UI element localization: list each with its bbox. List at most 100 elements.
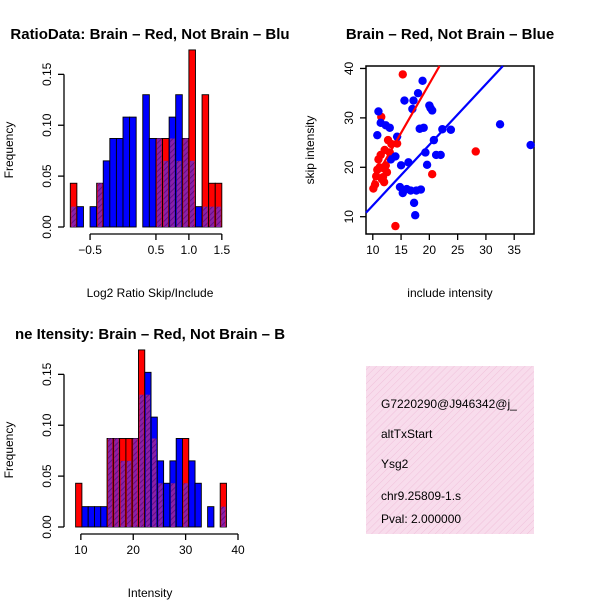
intensity-histogram-ylabel: Frequency [2,422,16,479]
not-brain-point-17 [409,198,419,208]
not-brain-point-19 [411,211,420,220]
brain-point-12 [382,168,392,177]
info-box-background [366,366,534,534]
intensity-bar-2 [87,506,95,528]
intensity-overlap-bar-17 [183,483,188,527]
intensity-x-tick-label-1: 20 [127,543,141,557]
intensity-bar-19 [194,482,202,528]
not-brain-point-0 [373,130,382,140]
intensity-histogram-xlabel: Intensity [128,586,173,600]
ratio-x-tick-label-3: 1.5 [213,243,230,257]
intensity-bar-0 [75,482,83,528]
info-box-line-3: Ysg2 [381,457,409,471]
brain-point-1 [370,180,380,189]
ratio-bar-8 [122,116,131,228]
intensity-overlap-bar-7 [120,460,125,527]
scatter-y-tick-label-3: 40 [342,61,356,75]
intensity-scatter-xlabel: include intensity [407,286,492,300]
ratio-histogram-ylabel: Frequency [2,122,16,179]
intensity-overlap-bar-9 [133,438,138,527]
intensity-bar-21 [207,506,215,528]
ratio-x-tick-label-0: −0.5 [78,243,102,257]
info-box-pval: Pval: 2.000000 [381,512,461,526]
ratio-y-tick-label-2: 0.10 [40,113,54,137]
ratio-overlap-bar-13 [156,138,162,227]
not-brain-point-6 [391,152,400,161]
intensity-overlap-bar-13 [158,483,163,527]
ratio-overlap-bar-18 [189,160,195,227]
ratio-bar-11 [142,94,150,228]
ratio-bar-9 [129,116,137,228]
scatter-x-tick-label-0: 10 [366,243,380,257]
not-brain-point-20 [413,88,423,98]
intensity-scatter-fit-lines [365,65,504,214]
ratio-overlap-bar-21 [209,206,215,227]
intensity-overlap-bar-11 [145,394,151,527]
scatter-y-tick-label-2: 30 [342,111,356,125]
info-box-panel: G7220290@J946342@j_ altTxStart Ysg2 chr9… [366,366,534,534]
not-brain-point-22 [416,185,426,194]
intensity-y-tick-label-0: 0.00 [40,515,54,539]
intensity-bar-14 [163,482,171,528]
intensity-scatter-frame: 10 15 20 25 30 35 10 20 30 40 [342,61,535,257]
scatter-x-tick-label-4: 30 [479,243,493,257]
intensity-y-tick-label-2: 0.10 [40,413,54,437]
intensity-bar-3 [94,506,102,528]
brain-point-21 [427,170,437,179]
intensity-histogram-bars [75,349,227,528]
ratio-overlap-bar-20 [203,206,208,227]
intensity-y-tick-label-1: 0.05 [40,464,54,488]
scatter-x-tick-label-1: 15 [394,243,408,257]
intensity-histogram-title: ne Itensity: Brain – Red, Not Brain – B [15,326,285,343]
info-box-line-1: G7220290@J946342@j_ [381,397,517,411]
intensity-scatter-title: Brain – Red, Not Brain – Blue [346,26,554,43]
intensity-x-tick-label-2: 30 [179,543,193,557]
scatter-x-tick-label-3: 25 [451,243,465,257]
not-brain-point-29 [427,106,437,115]
ratio-histogram-xlabel: Log2 Ratio Skip/Include [87,286,214,300]
not-brain-point-36 [526,140,535,150]
ratio-bar-1 [76,206,84,228]
info-box-line-4: chr9.25809-1.s [381,489,461,503]
ratio-histogram-title: RatioData: Brain – Red, Not Brain – Blu [10,26,289,43]
intensity-histogram-axes: 10 20 30 40 0.00 0.05 0.10 0.15 [40,362,245,557]
brain-point-16 [379,177,389,187]
ratio-bar-3 [89,206,98,228]
ratio-overlap-bar-17 [183,138,188,227]
intensity-scatter-points [369,70,535,231]
brain-fit-line [371,65,441,183]
not-brain-point-35 [495,120,505,129]
ratio-overlap-bar-4 [97,183,103,227]
ratio-bar-6 [109,138,117,228]
not-brain-point-9 [396,161,406,170]
ratio-bar-12 [148,138,157,228]
ratio-x-tick-label-1: 0.5 [148,243,165,257]
not-brain-point-11 [400,96,409,105]
intensity-histogram-panel: ne Itensity: Brain – Red, Not Brain – B … [2,326,285,600]
intensity-bar-18 [188,460,196,528]
intensity-bar-1 [81,506,89,528]
scatter-plot-box [365,65,535,235]
not-brain-point-26 [422,160,432,170]
ratio-bar-7 [115,138,124,228]
intensity-overlap-bar-10 [139,394,144,527]
brain-point-20 [398,70,407,79]
intensity-scatter-panel: Brain – Red, Not Brain – Blue 10 15 20 25 30… [303,26,554,300]
intensity-overlap-bar-23 [221,506,226,527]
not-brain-point-24 [419,123,428,132]
ratio-overlap-bar-14 [163,160,169,227]
ratio-bar-5 [102,160,111,228]
ratio-histogram-bars [69,49,223,228]
intensity-y-tick-label-3: 0.15 [40,362,54,386]
scatter-y-tick-label-1: 20 [342,160,356,174]
intensity-overlap-bar-8 [126,460,132,527]
not-brain-point-32 [436,150,445,160]
ratio-x-tick-label-2: 1.0 [181,243,198,257]
not-brain-point-34 [446,125,456,134]
scatter-y-tick-label-0: 10 [342,210,356,224]
intensity-bar-4 [100,506,108,528]
intensity-overlap-bar-6 [114,438,119,527]
ratio-overlap-bar-22 [216,206,221,227]
intensity-overlap-bar-15 [170,483,176,527]
